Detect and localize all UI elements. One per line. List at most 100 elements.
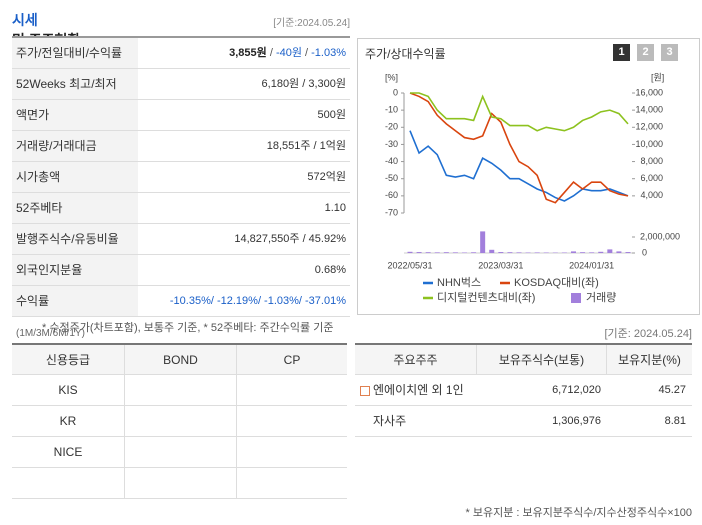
label-cell xyxy=(12,69,138,100)
value-segment: 6,180원 / 3,300원 xyxy=(261,78,346,90)
row-label: 주가/전일대비/수익률 xyxy=(16,38,122,69)
row-label: 발행주식수/유동비율 xyxy=(16,224,119,255)
volume-bar xyxy=(434,252,440,253)
row-label: 거래량/거래대금 xyxy=(16,131,97,162)
header-cell: 신용등급 xyxy=(12,345,125,375)
holder-cell: 엔에이치엔 외 1인 xyxy=(355,375,477,406)
x-tick-label: 2022/05/31 xyxy=(387,260,432,270)
row-label: 외국인지분율 xyxy=(16,255,82,286)
chart-tab[interactable]: 1 xyxy=(613,44,630,61)
volume-bar xyxy=(480,231,486,253)
series-line xyxy=(409,130,629,202)
value-segment: 3,855원 xyxy=(229,47,267,59)
row-label-text: 수익률 xyxy=(16,294,50,308)
y-tick-label: -20 xyxy=(385,122,398,132)
header-cell: CP xyxy=(237,345,347,375)
y-tick-label: -30 xyxy=(385,139,398,149)
row-label-text: 외국인지분율 xyxy=(16,263,83,277)
row-line xyxy=(138,100,350,131)
value-segment: / xyxy=(266,47,276,59)
volume-tick-label: 2,000,000 xyxy=(640,231,680,241)
header-cell: 보유지분(%) xyxy=(607,345,692,375)
row-label-text: 액면가 xyxy=(16,108,50,122)
row-value: 572억원 xyxy=(138,162,346,193)
volume-bar xyxy=(607,249,613,253)
y2-tick-label: 14,000 xyxy=(635,105,663,115)
y-tick-label: 0 xyxy=(393,87,398,97)
table-top xyxy=(355,343,692,345)
row-label-text: 52주베타 xyxy=(16,201,63,215)
expand-icon[interactable] xyxy=(360,386,370,396)
series-line xyxy=(409,92,629,204)
row-label: 수익률 (1M/3M/6M/1Y) xyxy=(16,286,85,349)
y2-tick-label: 12,000 xyxy=(635,122,663,132)
value-segment: / xyxy=(301,47,312,59)
value-segment: -10.35%/ -12.19%/ -1.03%/ -37.01% xyxy=(169,295,346,307)
holder-cell: 6,712,020 xyxy=(477,375,607,406)
row-value: 500원 xyxy=(138,100,346,131)
row-line xyxy=(138,131,350,162)
row-label-text: 발행주식수/유동비율 xyxy=(16,232,119,246)
row-label-text: 주가/전일대비/수익률 xyxy=(16,46,123,60)
legend-label: 거래량 xyxy=(586,291,616,304)
holder-note: * 보유지분 : 보유지분주식수/지수산정주식수×100 xyxy=(465,507,693,519)
value-segment: 0.68% xyxy=(314,264,346,276)
row-line xyxy=(138,286,350,317)
y-tick-label: -10 xyxy=(385,105,398,115)
volume-bar xyxy=(471,252,477,253)
holder-cell: 1,306,976 xyxy=(477,406,607,437)
volume-bar xyxy=(425,252,431,253)
y2-tick-label: 16,000 xyxy=(635,87,663,97)
table-top xyxy=(12,343,347,345)
credit-cell xyxy=(125,375,237,406)
row-line xyxy=(138,162,350,193)
credit-cell: NICE xyxy=(12,437,125,468)
header-cell: 보유주식수(보통) xyxy=(477,345,607,375)
value-segment: 1.10 xyxy=(324,202,346,214)
row-value: -10.35%/ -12.19%/ -1.03%/ -37.01% xyxy=(138,286,346,317)
credit-cell xyxy=(125,468,237,499)
row-value: 3,855원 / -40원 / -1.03% xyxy=(138,38,346,69)
chart-date: [기준: 2024.05.24] xyxy=(604,328,692,340)
volume-bar xyxy=(516,252,522,253)
value-segment: -40원 xyxy=(275,47,302,59)
date: [기준:2024.05.24] xyxy=(273,18,350,29)
y2-tick-label: 8,000 xyxy=(640,156,663,166)
y-tick-label: -40 xyxy=(385,156,398,166)
y2-unit: [원] xyxy=(651,72,664,82)
credit-cell xyxy=(12,468,125,499)
row-label: 52Weeks 최고/최저 xyxy=(16,69,117,100)
header-cell: BOND xyxy=(125,345,237,375)
x-tick-label: 2024/01/31 xyxy=(569,260,614,270)
value-segment: -1.03% xyxy=(311,47,346,59)
volume-bar xyxy=(416,252,422,253)
label-cell xyxy=(12,193,138,224)
y-tick-label: -70 xyxy=(385,207,398,217)
chart-tab[interactable]: 2 xyxy=(637,44,654,61)
row-label-text: 거래량/거래대금 xyxy=(16,139,97,153)
credit-cell xyxy=(125,406,237,437)
legend-label: NHN벅스 xyxy=(437,276,481,289)
chart-tab[interactable]: 3 xyxy=(661,44,678,61)
credit-cell xyxy=(237,437,347,468)
label-cell xyxy=(12,286,138,317)
volume-bar xyxy=(443,252,449,253)
value-segment: 14,827,550주 / 45.92% xyxy=(234,233,346,245)
label-cell xyxy=(12,224,138,255)
row-value: 0.68% xyxy=(138,255,346,286)
row-value: 18,551주 / 1억원 xyxy=(138,131,346,162)
value-segment: 500원 xyxy=(317,109,346,121)
label-cell xyxy=(12,100,138,131)
value-segment: 18,551주 / 1억원 xyxy=(266,140,346,152)
credit-cell xyxy=(237,468,347,499)
row-sublabel: (1M/3M/6M/1Y) xyxy=(16,328,85,339)
y-tick-label: -60 xyxy=(385,190,398,200)
chart-title: 주가/상대수익률 xyxy=(365,47,446,61)
credit-cell xyxy=(125,437,237,468)
volume-bar xyxy=(616,251,622,253)
row-line xyxy=(138,255,350,286)
holder-cell: 자사주 xyxy=(355,406,477,437)
row-value: 1.10 xyxy=(138,193,346,224)
divider xyxy=(12,36,350,38)
